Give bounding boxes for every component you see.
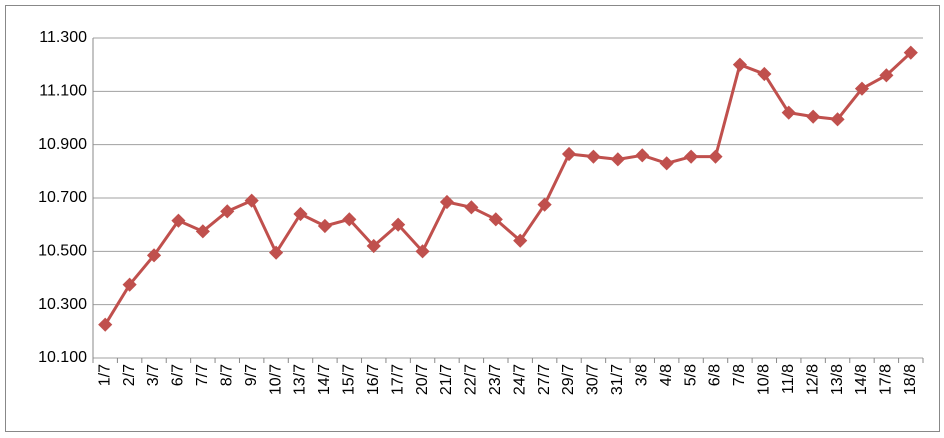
marker <box>415 244 430 259</box>
marker <box>708 149 723 164</box>
x-tick-label: 30/7 <box>585 364 602 395</box>
marker <box>171 213 186 228</box>
marker <box>635 148 650 163</box>
marker <box>98 317 113 332</box>
marker <box>757 66 772 82</box>
x-tick-label: 21/7 <box>438 364 455 395</box>
marker <box>269 245 284 260</box>
marker <box>659 156 674 171</box>
chart-border <box>5 5 940 432</box>
x-tick-label: 3/8 <box>633 364 650 386</box>
x-tick-label: 16/7 <box>365 364 382 395</box>
x-tick-label: 14/8 <box>853 364 870 395</box>
x-tick-label: 6/8 <box>707 364 724 386</box>
x-tick-label: 4/8 <box>658 364 675 386</box>
x-tick-label: 24/7 <box>511 364 528 395</box>
x-tick-label: 1/7 <box>96 364 113 386</box>
marker <box>806 109 821 124</box>
y-tick-label: 10.300 <box>38 296 87 313</box>
x-tick-label: 23/7 <box>487 364 504 395</box>
marker <box>317 218 332 234</box>
x-tick-label: 17/7 <box>389 364 406 395</box>
x-tick-label: 13/7 <box>292 364 309 395</box>
x-tick-label: 11/8 <box>780 364 797 394</box>
marker <box>464 200 479 215</box>
x-tick-label: 20/7 <box>414 364 431 395</box>
marker <box>513 233 528 248</box>
marker <box>586 149 601 164</box>
y-tick-label: 10.900 <box>38 136 87 153</box>
x-tick-label: 9/7 <box>243 364 260 386</box>
x-tick-label: 22/7 <box>463 364 480 395</box>
x-tick-label: 7/7 <box>194 364 211 386</box>
marker <box>732 57 747 72</box>
marker <box>854 81 870 96</box>
y-tick-label: 11.300 <box>39 29 87 46</box>
marker <box>439 194 455 210</box>
x-tick-label: 10/7 <box>267 364 284 395</box>
marker <box>220 204 235 219</box>
marker <box>610 152 625 167</box>
marker <box>342 212 357 227</box>
y-tick-label: 10.100 <box>38 349 87 366</box>
marker <box>391 217 406 232</box>
marker <box>561 146 577 162</box>
x-tick-label: 12/8 <box>804 364 821 395</box>
marker <box>293 206 308 222</box>
marker <box>903 45 918 60</box>
x-tick-label: 7/8 <box>731 364 748 386</box>
x-tick-label: 17/8 <box>878 364 895 395</box>
x-tick-label: 8/7 <box>218 364 235 386</box>
marker <box>781 105 796 120</box>
x-tick-label: 2/7 <box>121 364 138 386</box>
marker <box>195 224 210 239</box>
x-tick-label: 3/7 <box>145 364 162 386</box>
x-tick-label: 10/8 <box>756 364 773 395</box>
line <box>103 51 912 326</box>
marker <box>879 68 894 83</box>
marker <box>830 112 845 127</box>
marker <box>488 212 503 227</box>
marker <box>537 197 552 212</box>
y-tick-label: 10.700 <box>38 189 87 206</box>
x-tick-label: 6/7 <box>170 364 187 386</box>
marker <box>366 238 381 254</box>
x-tick-label: 18/8 <box>902 364 919 395</box>
y-tick-label: 11.100 <box>39 83 87 100</box>
x-tick-label: 29/7 <box>560 364 577 395</box>
marker <box>122 277 137 292</box>
marker <box>684 149 699 164</box>
x-tick-label: 15/7 <box>341 364 358 395</box>
x-tick-label: 5/8 <box>682 364 699 386</box>
y-tick-label: 10.500 <box>38 243 87 260</box>
x-tick-label: 27/7 <box>536 364 553 395</box>
x-tick-label: 13/8 <box>829 364 846 395</box>
x-tick-label: 14/7 <box>316 364 333 395</box>
x-tick-label: 31/7 <box>609 364 626 395</box>
